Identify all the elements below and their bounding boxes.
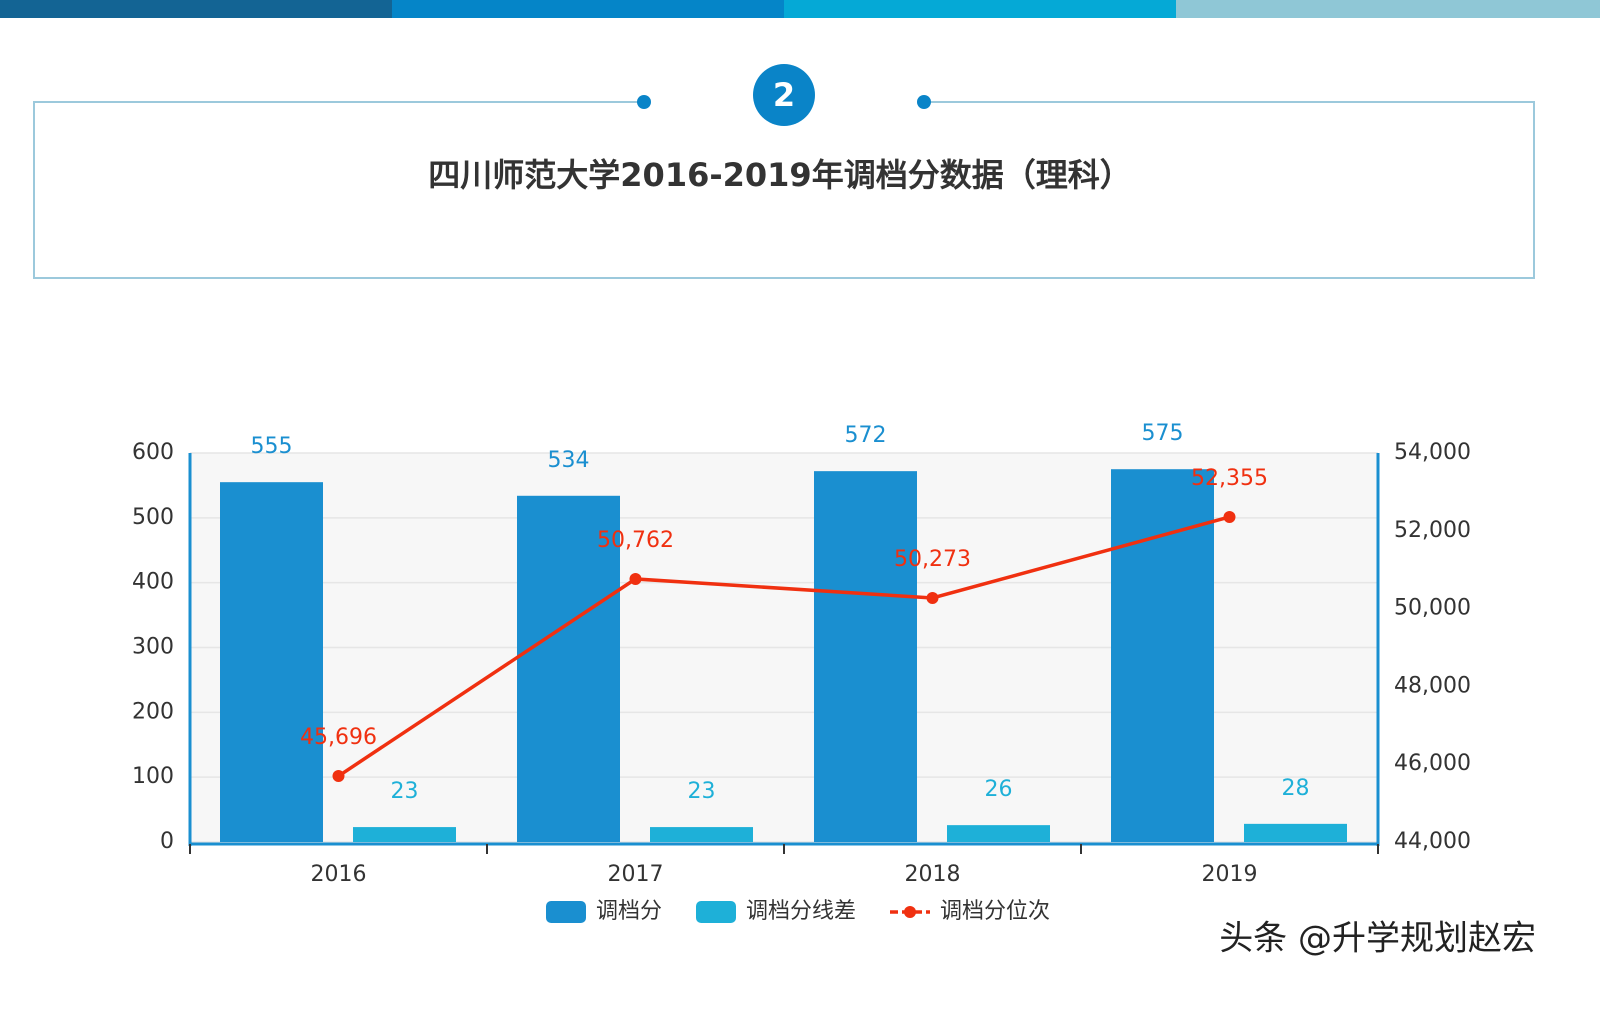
line-value-label: 52,355	[1191, 466, 1268, 491]
bar-value-label: 534	[548, 448, 590, 473]
y-tick-label: 500	[132, 505, 174, 530]
stripe	[784, 0, 1176, 18]
dot	[637, 95, 651, 109]
x-tick-label: 2017	[608, 862, 664, 887]
line-value-label: 50,762	[597, 528, 674, 553]
dot	[917, 95, 931, 109]
legend-label: 调档分	[596, 899, 662, 924]
y-tick-label: 200	[132, 699, 174, 724]
legend-label: 调档分位次	[940, 899, 1050, 924]
badge-number: 2	[773, 76, 795, 114]
y-tick-label: 300	[132, 635, 174, 660]
y2-tick-label: 54,000	[1394, 440, 1471, 465]
y-tick-label: 400	[132, 570, 174, 595]
stripe	[392, 0, 784, 18]
line-point	[926, 591, 939, 604]
badge	[753, 64, 815, 126]
legend-swatch	[696, 901, 736, 923]
bar	[814, 471, 917, 842]
bar-value-label: 26	[985, 777, 1013, 802]
bar	[650, 827, 753, 842]
bar-value-label: 575	[1142, 421, 1184, 446]
x-tick-label: 2018	[905, 862, 961, 887]
watermark: 头条 @升学规划赵宏	[1219, 919, 1536, 959]
line	[337, 515, 1230, 778]
x-tick-label: 2019	[1202, 862, 1258, 887]
line-point	[332, 770, 345, 783]
y2-tick-label: 52,000	[1394, 518, 1471, 543]
bar-value-label: 23	[391, 779, 419, 804]
y2-tick-label: 48,000	[1394, 673, 1471, 698]
y-tick-label: 600	[132, 440, 174, 465]
bar-value-label: 572	[845, 423, 887, 448]
chart-title: 四川师范大学2016-2019年调档分数据（理科）	[428, 156, 1131, 194]
y-tick-label: 100	[132, 764, 174, 789]
line-value-label: 50,273	[894, 547, 971, 572]
bar	[1111, 469, 1214, 842]
line-point	[1223, 510, 1236, 523]
bar	[517, 495, 620, 842]
bar	[947, 825, 1050, 842]
legend-swatch	[546, 901, 586, 923]
x-tick-label: 2016	[311, 862, 367, 887]
bar-value-label: 555	[251, 434, 293, 459]
bar-value-label: 23	[688, 779, 716, 804]
legend-label: 调档分线差	[746, 899, 856, 924]
y2-tick-label: 44,000	[1394, 829, 1471, 854]
bar-value-label: 28	[1282, 776, 1310, 801]
bar	[220, 482, 323, 842]
stripe	[1176, 0, 1600, 18]
y2-tick-label: 50,000	[1394, 596, 1471, 621]
y2-tick-label: 46,000	[1394, 751, 1471, 776]
line-point	[629, 572, 642, 585]
stripe	[0, 0, 392, 18]
legend-swatch	[904, 906, 916, 918]
bar	[1244, 823, 1347, 842]
line-value-label: 45,696	[300, 725, 377, 750]
bar	[353, 827, 456, 842]
y-tick-label: 0	[160, 829, 174, 854]
title-frame	[33, 101, 1535, 279]
